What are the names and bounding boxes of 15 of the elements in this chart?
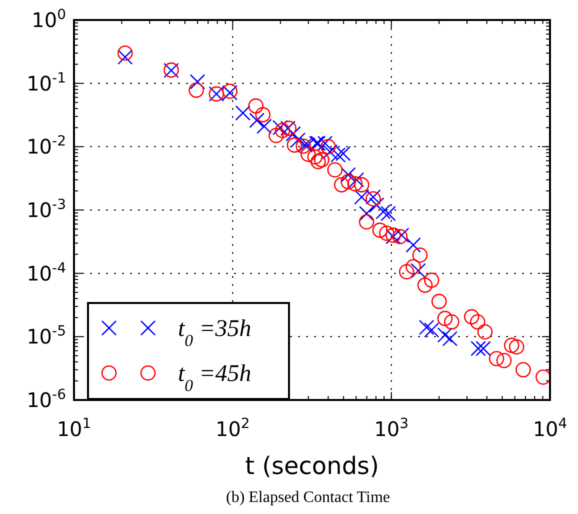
legend-label: t$_{0}$ =45h [178, 361, 252, 394]
y-tick-label: 10$^{-3}$ [26, 197, 66, 222]
x-tick-label: 10$^{3}$ [374, 416, 409, 441]
y-tick-label: 10$^{-2}$ [26, 134, 66, 159]
y-tick-label: 10$^{-6}$ [26, 387, 66, 412]
y-tick-label: 10$^{0}$ [32, 7, 66, 32]
x-tick-label: 10$^{1}$ [56, 416, 92, 441]
x-tick-label: 10$^{2}$ [215, 416, 250, 441]
y-tick-label: 10$^{-1}$ [26, 70, 66, 96]
text: (b) Elapsed Contact Time [226, 489, 390, 506]
x-axis-title: t (seconds) [245, 452, 379, 480]
legend-label: t$_{0}$ =35h [178, 316, 252, 350]
y-tick-label: 10$^{-4}$ [26, 260, 66, 286]
y-tick-label: 10$^{-5}$ [26, 324, 66, 349]
x-tick-label: 10$^{4}$ [532, 416, 568, 441]
